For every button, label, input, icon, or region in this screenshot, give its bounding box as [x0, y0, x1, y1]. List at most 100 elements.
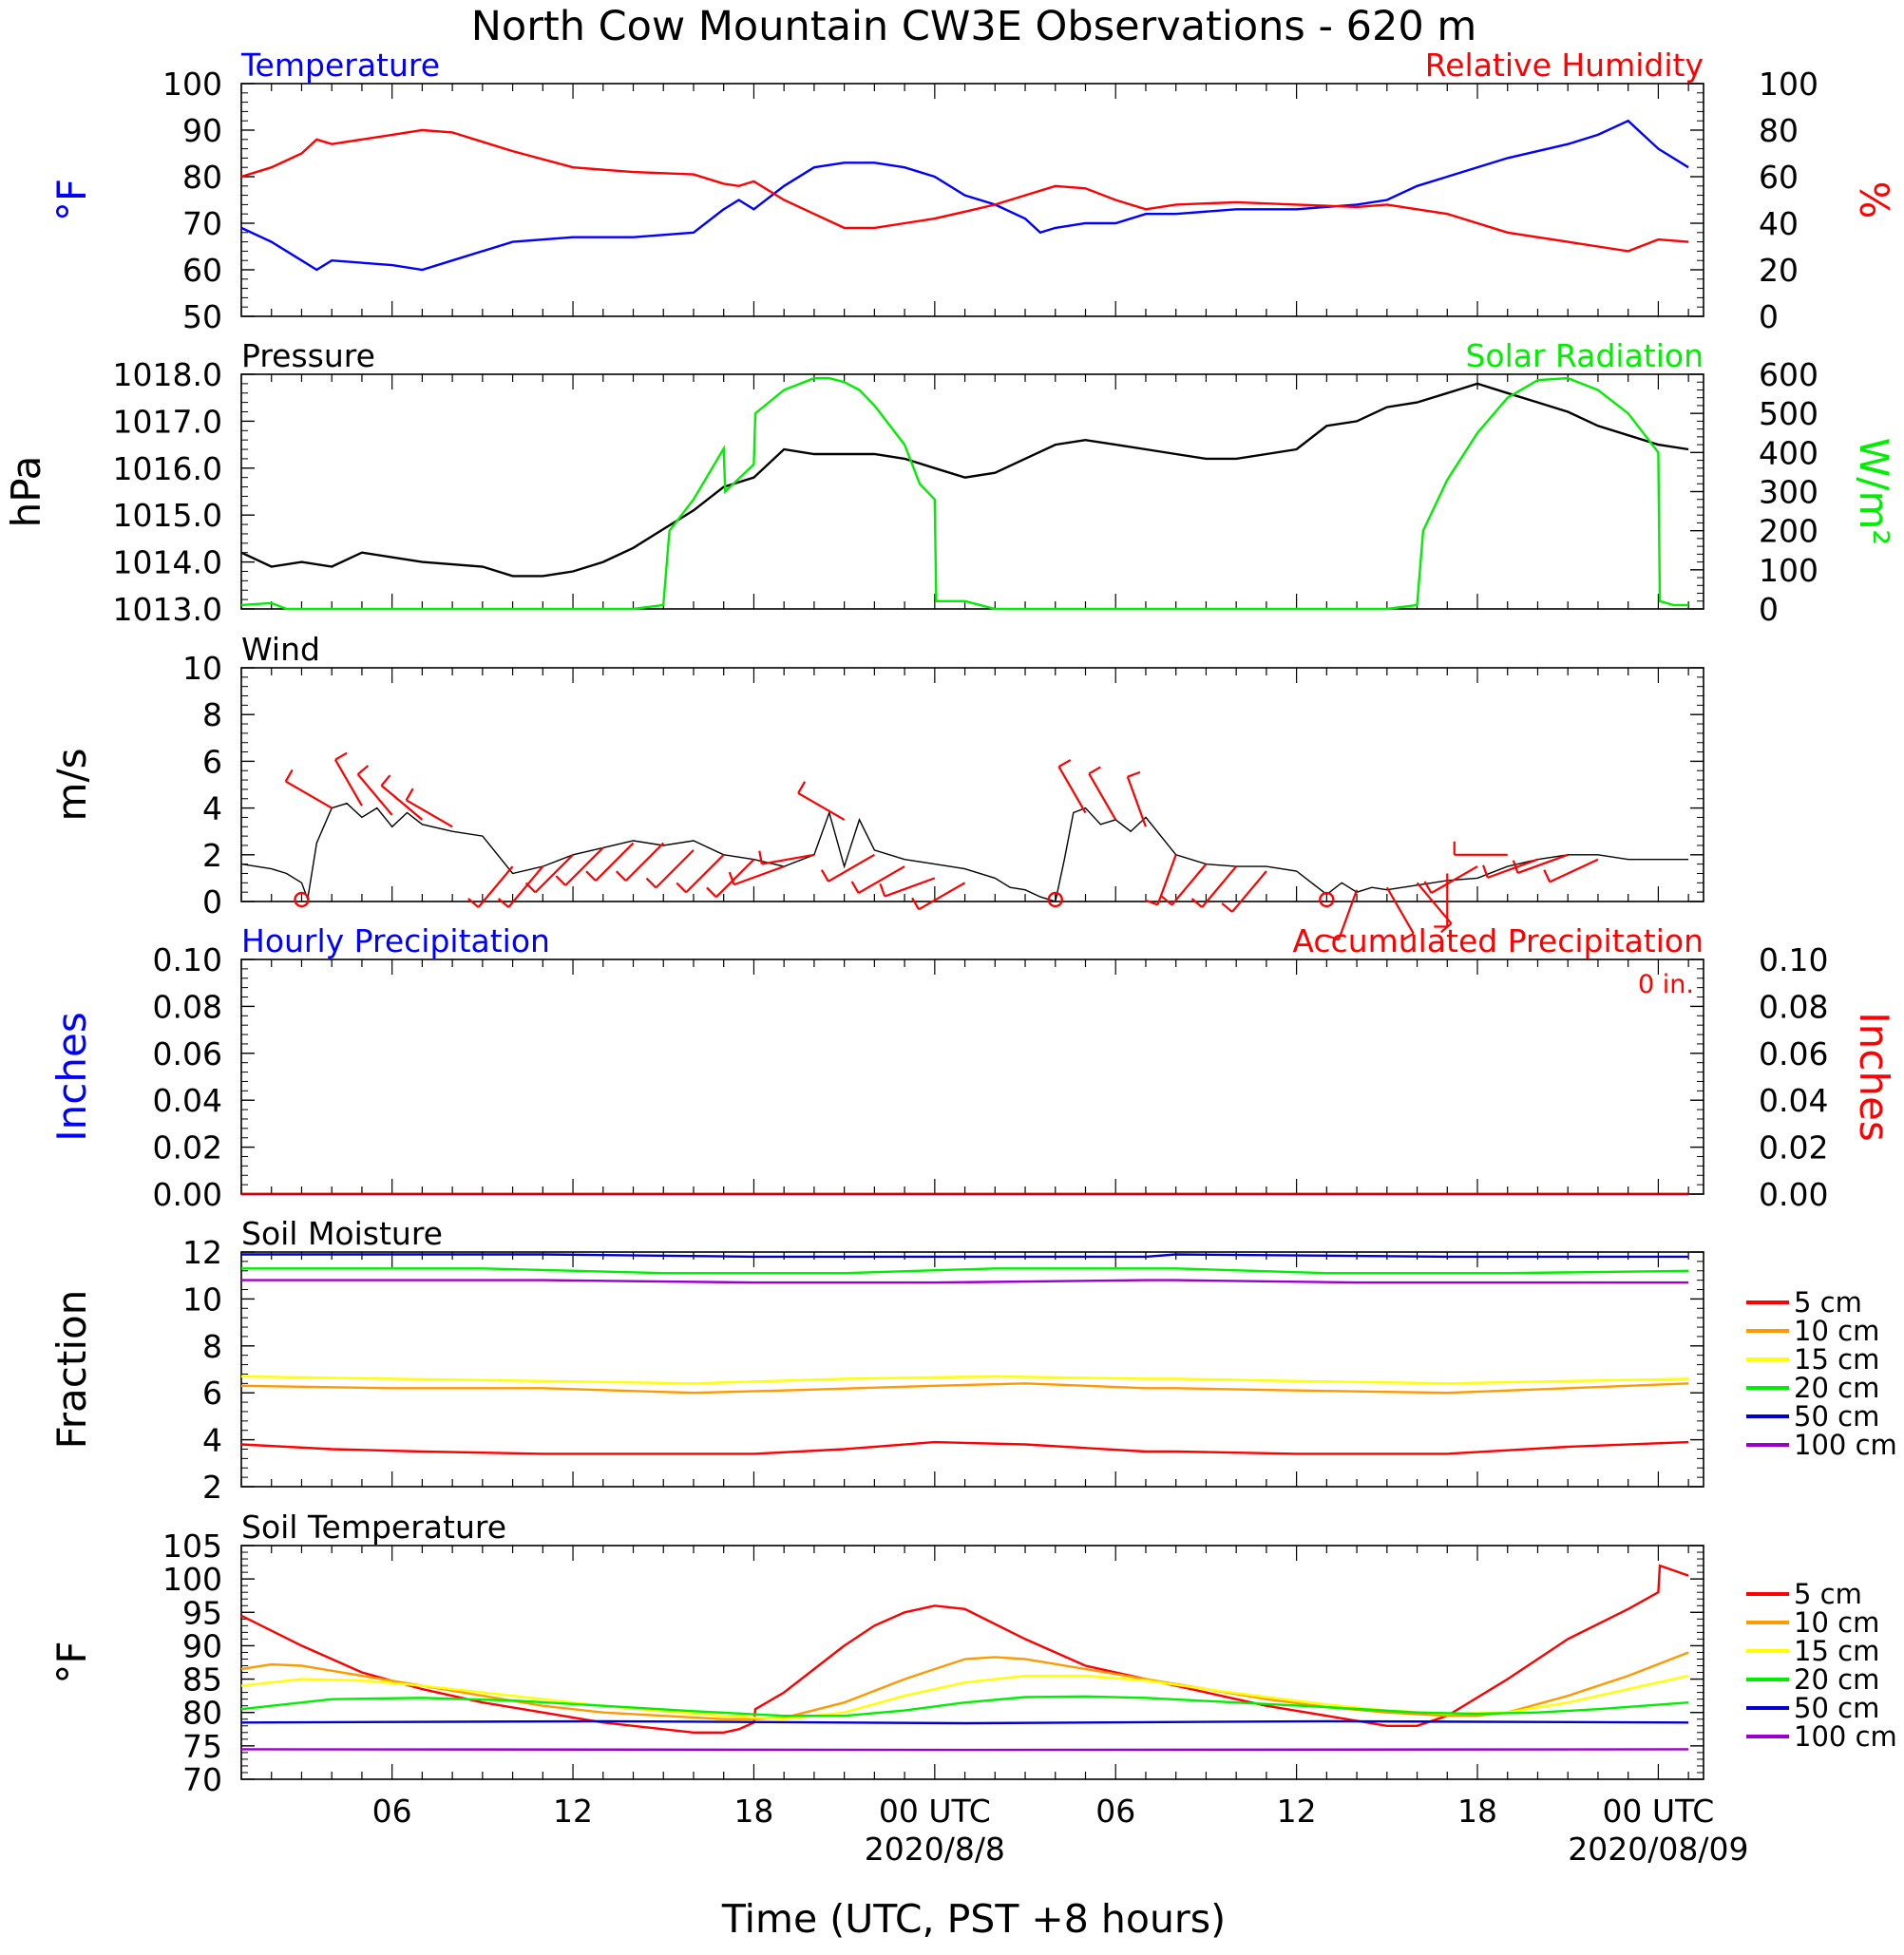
y-tick-label-left: 70 — [182, 205, 222, 242]
y-tick-label-right: 100 — [1759, 552, 1818, 589]
y-tick-label-left: 6 — [202, 743, 222, 780]
y-tick-label-left: 100 — [162, 1561, 222, 1598]
y-axis-title-left: °F — [48, 1641, 95, 1683]
series-line-100cm — [241, 1279, 1689, 1284]
y-tick-label-left: 70 — [182, 1761, 222, 1798]
wind-barb-flag — [645, 877, 657, 889]
y-tick-label-right: 80 — [1759, 112, 1799, 149]
wind-barb — [1385, 886, 1415, 935]
wind-barb — [685, 854, 725, 894]
wind-barb-flag — [1127, 770, 1141, 778]
panel-precipitation: 0.00 0.02 0.04 0.06 0.08 0.10 0.00 0.02 0.04 0.06… — [48, 922, 1897, 1213]
y-tick-label-left: 80 — [182, 1695, 222, 1732]
wind-barb-flag — [405, 788, 414, 801]
wind-barb — [1416, 882, 1453, 924]
y-tick-label-left: 1013.0 — [113, 591, 222, 628]
wind-barb-flag — [706, 886, 717, 899]
wind-barb-flag — [1057, 759, 1072, 768]
wind-barb — [828, 853, 875, 883]
series-line — [240, 382, 1689, 578]
wind-barb-flag — [615, 870, 627, 882]
y-tick-label-left: 8 — [202, 696, 222, 733]
y-axis-title-left: °F — [48, 179, 95, 221]
series-line-20cm — [241, 1267, 1689, 1275]
y-axis-title-left: Fraction — [48, 1290, 95, 1450]
y-tick-label-left: 0.06 — [153, 1035, 222, 1072]
panel-frame — [240, 1251, 1704, 1488]
series-line-10cm — [240, 1382, 1689, 1395]
panel-frame — [240, 667, 1704, 902]
legend-label: 100 cm — [1794, 1720, 1897, 1753]
legend-label: 50 cm — [1794, 1692, 1879, 1724]
wind-barb — [797, 791, 846, 821]
series-line-15cm — [240, 1375, 1689, 1385]
wind-barb-flag — [879, 883, 886, 897]
y-tick-label-left: 0 — [202, 883, 222, 921]
wind-barb — [564, 846, 604, 886]
chart-title: North Cow Mountain CW3E Observations - 6… — [471, 3, 1477, 50]
panel-label-left: Soil Temperature — [241, 1509, 506, 1546]
calm-wind-marker — [1319, 891, 1335, 908]
series-line-5cm — [240, 1564, 1689, 1735]
x-tick-label: 06 — [1095, 1793, 1135, 1830]
y-tick-label-left: 6 — [202, 1375, 222, 1412]
series-line — [240, 376, 1689, 611]
wind-barb — [333, 759, 363, 807]
y-axis-title-left: Inches — [48, 1012, 95, 1141]
wind-barb-flag — [850, 881, 860, 894]
wind-barb — [356, 773, 393, 816]
series-line-20cm — [240, 1695, 1689, 1718]
wind-barb — [918, 882, 966, 911]
y-tick-label-right: 20 — [1759, 252, 1799, 289]
legend-label: 100 cm — [1794, 1429, 1897, 1461]
y-tick-label-left: 100 — [162, 66, 222, 103]
x-tick-label: 18 — [1457, 1793, 1497, 1830]
y-tick-label-left: 12 — [182, 1234, 222, 1271]
y-tick-label-right: 0.02 — [1759, 1129, 1828, 1167]
wind-barb — [1156, 854, 1177, 905]
wind-barb-flag — [1190, 898, 1203, 908]
panel-frame — [240, 83, 1704, 317]
wind-barb-flag — [1088, 766, 1101, 775]
y-tick-label-left: 80 — [182, 159, 222, 196]
legend-label: 50 cm — [1794, 1400, 1879, 1433]
y-tick-label-left: 85 — [182, 1661, 222, 1699]
wind-barb-flag — [497, 898, 510, 908]
wind-barb-flag — [467, 898, 480, 908]
y-tick-label-right: 0.00 — [1759, 1176, 1828, 1213]
wind-barb-flag — [1423, 881, 1433, 894]
y-tick-label-left: 1018.0 — [113, 356, 222, 393]
x-tick-label: 06 — [372, 1793, 412, 1830]
wind-barb — [761, 853, 815, 865]
wind-barb — [1430, 865, 1478, 895]
wind-barb — [1517, 853, 1569, 874]
y-tick-label-left: 0.04 — [153, 1082, 222, 1119]
wind-barb — [507, 865, 544, 908]
y-tick-label-right: 100 — [1759, 66, 1818, 103]
y-tick-label-left: 1016.0 — [113, 450, 222, 487]
legend-label: 20 cm — [1794, 1663, 1879, 1696]
y-tick-label-left: 0.02 — [153, 1129, 222, 1167]
x-tick-label: 18 — [733, 1793, 773, 1830]
series-line — [240, 802, 1689, 902]
series-line-50cm — [241, 1253, 1689, 1259]
accumulated-total-label: 0 in. — [1638, 970, 1694, 999]
wind-barb-flag — [334, 751, 348, 761]
y-tick-label-right: 40 — [1759, 205, 1799, 242]
y-tick-label-left: 105 — [162, 1528, 222, 1565]
x-tick-date-label: 2020/08/09 — [1568, 1831, 1748, 1868]
wind-barb — [624, 842, 665, 882]
y-tick-label-right: 600 — [1759, 356, 1818, 393]
wind-barb-flag — [758, 850, 763, 864]
panel-frame — [240, 959, 1704, 1195]
y-tick-label-left: 1015.0 — [113, 497, 222, 534]
legend-label: 10 cm — [1794, 1606, 1879, 1639]
wind-barb-flag — [356, 765, 370, 775]
wind-barb-flag — [1482, 864, 1489, 879]
panel-label-left: Wind — [241, 631, 320, 668]
y-axis-title-right: W/m² — [1851, 438, 1897, 545]
wind-barb — [380, 785, 424, 821]
